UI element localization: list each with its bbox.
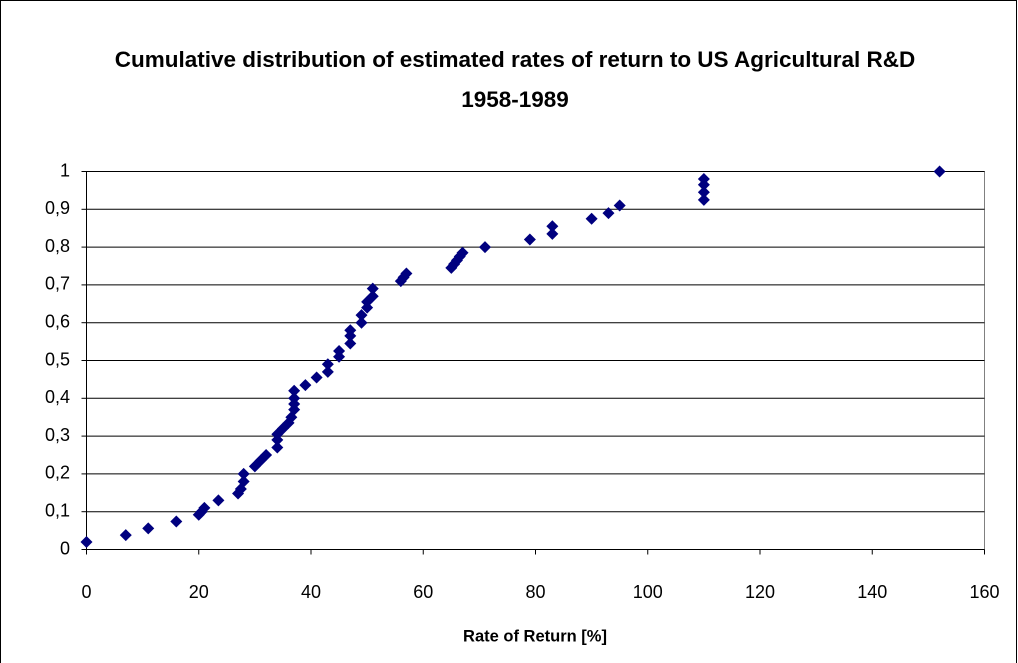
x-tick-label: 60 [413, 582, 433, 602]
data-point [237, 475, 250, 488]
x-tick-label: 80 [525, 582, 545, 602]
data-point [456, 246, 469, 259]
data-point [333, 345, 346, 358]
data-point [613, 199, 626, 212]
data-point [271, 441, 284, 454]
data-point [585, 212, 598, 225]
data-point [212, 494, 225, 507]
data-point [170, 515, 183, 528]
data-point [119, 529, 132, 542]
y-tick-label: 0 [60, 538, 70, 558]
data-point [260, 449, 273, 461]
y-tick-label: 0,9 [45, 198, 70, 218]
data-point [142, 522, 155, 535]
data-point [366, 282, 379, 295]
y-tick-label: 0,8 [45, 236, 70, 256]
x-tick-label: 100 [633, 582, 663, 602]
data-point [198, 501, 211, 514]
x-tick-label: 0 [81, 582, 91, 602]
data-point [299, 379, 312, 392]
data-point [344, 324, 357, 337]
chart-title: Cumulative distribution of estimated rat… [114, 47, 916, 112]
x-tick-label: 20 [189, 582, 209, 602]
y-tick-label: 0,1 [45, 500, 70, 520]
data-point [602, 207, 615, 220]
data-point [400, 267, 413, 280]
data-point [546, 220, 559, 233]
y-tick-label: 0,5 [45, 349, 70, 369]
data-point [366, 290, 379, 303]
x-axis-label: Rate of Return [%] [463, 627, 607, 645]
data-point [933, 165, 946, 178]
data-point [321, 365, 334, 378]
x-tick-label: 120 [745, 582, 775, 602]
data-point [355, 309, 368, 322]
data-point [697, 173, 710, 186]
y-tick-label: 0,3 [45, 425, 70, 445]
data-point [523, 233, 536, 246]
data-point [697, 193, 710, 206]
data-point [237, 467, 250, 480]
y-tick-label: 0,4 [45, 387, 70, 407]
data-point [450, 254, 463, 267]
data-point [288, 384, 301, 397]
y-tick-label: 0,2 [45, 463, 70, 483]
y-tick-label: 0,6 [45, 311, 70, 331]
y-tick-label: 0,7 [45, 274, 70, 294]
y-tick-label: 1 [60, 160, 70, 180]
data-point [478, 241, 491, 254]
data-point [288, 392, 301, 405]
data-point [697, 186, 710, 199]
data-point [310, 371, 323, 384]
data-point [321, 358, 334, 371]
x-tick-label: 160 [969, 582, 999, 602]
x-tick-label: 140 [857, 582, 887, 602]
data-point [344, 337, 357, 350]
x-tick-label: 40 [301, 582, 321, 602]
data-point [546, 227, 559, 240]
data-point [355, 316, 368, 329]
data-point [80, 535, 93, 548]
